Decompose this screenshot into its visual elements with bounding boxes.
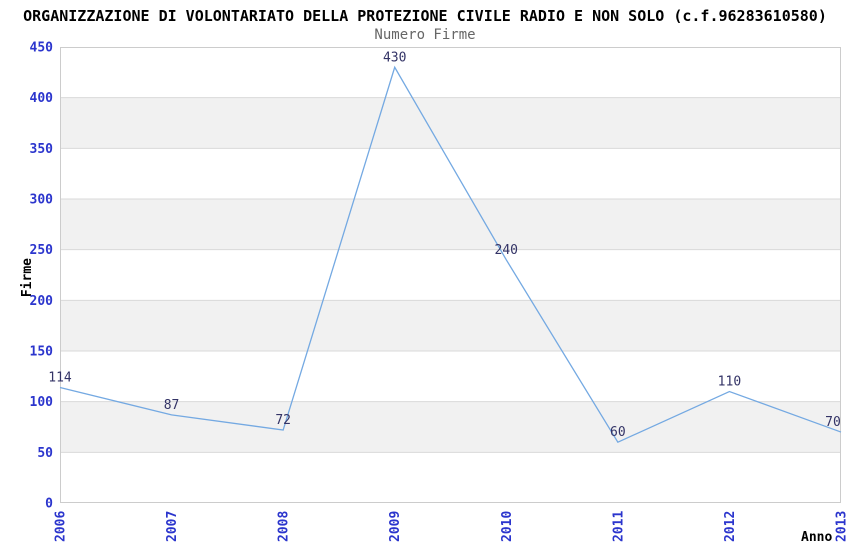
data-point-label: 70 — [825, 415, 841, 430]
x-tick-label: 2010 — [500, 511, 515, 542]
data-point-label: 87 — [164, 398, 180, 413]
y-tick-label: 350 — [30, 142, 54, 157]
data-point-label: 60 — [610, 425, 626, 440]
y-tick-label: 450 — [30, 41, 54, 56]
chart-subtitle: Numero Firme — [374, 27, 476, 43]
y-tick-label: 150 — [30, 345, 54, 360]
data-point-label: 72 — [275, 413, 291, 428]
data-point-label: 110 — [718, 375, 741, 390]
x-tick-label: 2013 — [835, 511, 850, 542]
y-tick-label: 0 — [45, 497, 53, 512]
data-line — [59, 65, 842, 444]
plot-border — [60, 47, 841, 503]
x-tick-label: 2007 — [165, 511, 180, 542]
x-tick-label: 2008 — [277, 511, 292, 542]
y-tick-label: 100 — [30, 395, 54, 410]
y-tick-label: 400 — [30, 91, 54, 106]
data-point-label: 114 — [48, 370, 72, 385]
plot-band — [60, 300, 841, 351]
y-tick-label: 300 — [30, 193, 54, 208]
plot-band — [60, 199, 841, 250]
y-tick-label: 50 — [37, 446, 53, 461]
plot-band — [60, 401, 841, 453]
x-tick-label: 2011 — [611, 511, 626, 542]
x-tick-label: 2006 — [54, 511, 69, 542]
data-point-label: 430 — [383, 50, 406, 65]
x-tick-label: 2012 — [723, 511, 738, 542]
x-tick-label: 2009 — [388, 511, 403, 542]
x-axis-title: Anno — [801, 530, 833, 545]
chart-title: ORGANIZZAZIONE DI VOLONTARIATO DELLA PRO… — [23, 7, 827, 25]
y-tick-label: 200 — [30, 294, 54, 309]
data-point-label: 240 — [495, 243, 518, 258]
y-tick-label: 250 — [30, 243, 54, 258]
plot-band — [60, 97, 841, 149]
